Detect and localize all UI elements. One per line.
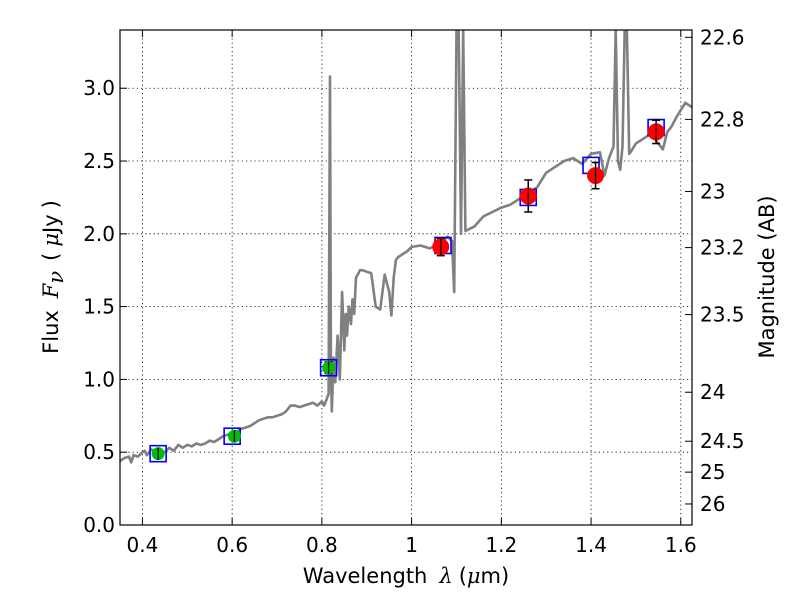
y2-tick-label: 25 — [700, 460, 725, 484]
x-tick-label: 0.6 — [216, 533, 248, 557]
y-tick-label: 2.0 — [83, 222, 115, 246]
y2-tick-label: 23.2 — [700, 236, 745, 260]
sed-model-line — [120, 30, 692, 462]
y2-tick-label: 24.5 — [700, 429, 745, 453]
plot-frame — [120, 30, 692, 525]
y-tick-label: 1.5 — [83, 295, 115, 319]
x-tick-label: 1.6 — [665, 533, 697, 557]
x-tick-label: 0.8 — [306, 533, 338, 557]
y-tick-label: 2.5 — [83, 149, 115, 173]
y2-tick-label: 23.5 — [700, 303, 745, 327]
y-tick-label: 3.0 — [83, 76, 115, 100]
y2-tick-label: 23 — [700, 179, 725, 203]
x-axis-label: Wavelength λ (μm) — [303, 564, 509, 588]
sed-chart: 0.4 0.6 0.8 1 1.2 1.4 1.6 0.0 0.5 1.0 1.5 2.0 2.5 3.0… — [0, 0, 800, 600]
ticks: 0.4 0.6 0.8 1 1.2 1.4 1.6 0.0 0.5 1.0 1.5 2.0 2.5 3.0… — [83, 25, 744, 557]
x-tick-label: 1.4 — [575, 533, 607, 557]
y-tick-label: 0.0 — [83, 513, 115, 537]
x-tick-label: 0.4 — [127, 533, 159, 557]
y2-tick-label: 22.8 — [700, 107, 745, 131]
grid — [120, 30, 692, 525]
y2-tick-label: 22.6 — [700, 25, 745, 49]
x-tick-label: 1 — [405, 533, 418, 557]
y2-tick-label: 26 — [700, 492, 725, 516]
x-tick-label: 1.2 — [485, 533, 517, 557]
y2-axis-label: Magnitude (AB) — [755, 195, 779, 358]
y2-tick-label: 24 — [700, 380, 725, 404]
chart-figure: 0.4 0.6 0.8 1 1.2 1.4 1.6 0.0 0.5 1.0 1.5 2.0 2.5 3.0… — [0, 0, 800, 600]
series-layer — [120, 30, 692, 462]
y-tick-label: 0.5 — [83, 440, 115, 464]
y-tick-label: 1.0 — [83, 367, 115, 391]
y-axis-label: FluxFν(μJy) — [39, 200, 68, 354]
